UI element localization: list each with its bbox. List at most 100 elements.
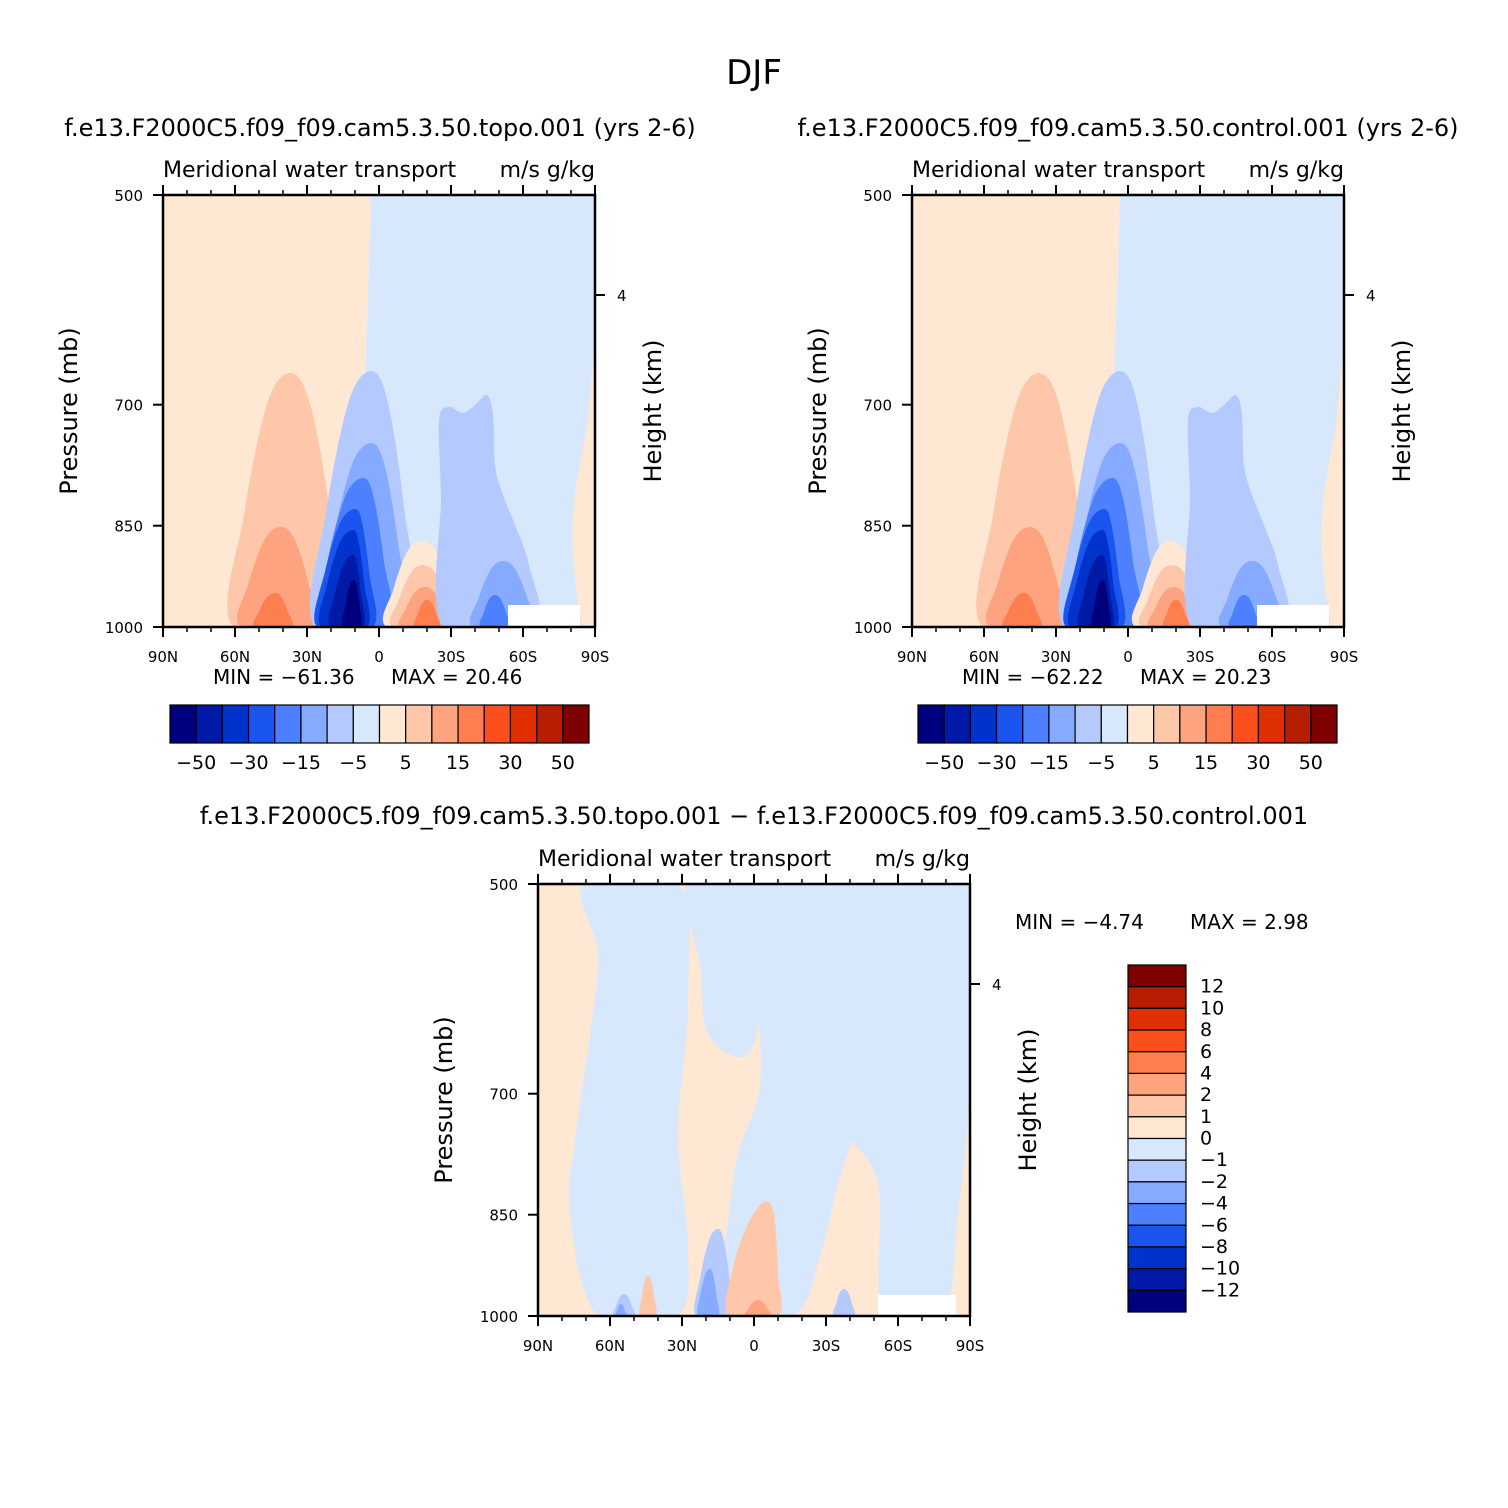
y-axis-label: Pressure (mb) — [804, 327, 832, 494]
x-tick-label: 30N — [667, 1337, 697, 1355]
contour-fill — [1162, 600, 1190, 627]
contour-fill — [237, 527, 320, 627]
colorbar-box — [1127, 1072, 1187, 1096]
contour-fill — [986, 527, 1069, 627]
missing-data-area — [878, 1295, 956, 1316]
contour-fill — [572, 356, 595, 627]
max-label: MAX = 20.23 — [1140, 665, 1271, 689]
colorbar-label: 10 — [1200, 997, 1224, 1019]
colorbar-box — [1127, 1007, 1187, 1031]
right-tick-label: 4 — [617, 287, 627, 305]
y-tick-label: 1000 — [105, 619, 143, 637]
units-label: m/s g/kg — [500, 158, 595, 183]
colorbar-label: −30 — [229, 752, 269, 774]
contour-fill — [1002, 593, 1043, 627]
x-tick-label: 90N — [897, 648, 927, 666]
variable-title: Meridional water transport — [163, 158, 456, 183]
x-tick-label: 90S — [1330, 648, 1359, 666]
colorbar-box — [1205, 704, 1233, 744]
colorbar-label: −10 — [1200, 1258, 1240, 1280]
colorbar-box — [352, 704, 381, 744]
y-axis-label-right: Height (km) — [639, 340, 667, 483]
colorbar-box — [1074, 704, 1102, 744]
y-tick-label: 700 — [863, 397, 892, 415]
colorbar-box — [1127, 1246, 1187, 1270]
colorbar-box — [1127, 1268, 1187, 1291]
units-label: m/s g/kg — [1249, 158, 1344, 183]
max-label: MAX = 2.98 — [1190, 910, 1309, 934]
x-tick-label: 0 — [374, 648, 384, 666]
min-label: MIN = −61.36 — [213, 665, 355, 689]
contour-fill — [413, 600, 441, 627]
colorbar-label: 4 — [1200, 1062, 1212, 1084]
colorbar-label: −6 — [1200, 1214, 1228, 1236]
colorbar-box — [1127, 1202, 1187, 1226]
min-label: MIN = −62.22 — [962, 665, 1104, 689]
variable-title: Meridional water transport — [538, 847, 831, 872]
colorbar-box — [1310, 704, 1338, 744]
colorbar-box — [917, 704, 945, 744]
colorbar-box — [536, 704, 564, 744]
colorbar-box — [326, 704, 354, 744]
x-tick-label: 60N — [595, 1337, 625, 1355]
plot-area: 90N 60N 30N 0 30S 60S 90S 500 700 850 1000 4 Pressur… — [430, 847, 1042, 1355]
colorbar-label: −30 — [977, 752, 1017, 774]
missing-data-area — [1257, 605, 1329, 627]
colorbar-box — [943, 704, 971, 744]
y-tick-label: 500 — [114, 187, 143, 205]
colorbar-box — [1100, 704, 1129, 744]
colorbar-box — [378, 704, 407, 744]
colorbar-box — [1127, 1224, 1187, 1248]
y-tick-label: 1000 — [480, 1308, 518, 1326]
colorbar-box — [1022, 704, 1050, 744]
panel-title: f.e13.F2000C5.f09_f09.cam5.3.50.topo.001… — [64, 114, 695, 142]
colorbar-box — [405, 704, 433, 744]
colorbar-box — [562, 704, 590, 744]
plot-area: 90N 60N 30N 0 30S 60S 90S 500 700 850 1000 4 Pressur… — [804, 158, 1416, 666]
colorbar-label: −8 — [1200, 1236, 1228, 1258]
panel-title: f.e13.F2000C5.f09_f09.cam5.3.50.control.… — [797, 114, 1458, 142]
colorbar-label: 50 — [1299, 752, 1323, 774]
x-tick-label: 30S — [1186, 648, 1215, 666]
colorbar-label: −12 — [1200, 1279, 1240, 1301]
x-tick-label: 0 — [749, 1337, 759, 1355]
contour-fill — [832, 1289, 856, 1316]
x-tick-label: 90N — [148, 648, 178, 666]
colorbar-label: 6 — [1200, 1041, 1212, 1063]
colorbar-box — [1127, 1051, 1187, 1075]
colorbar-box — [1127, 986, 1187, 1009]
colorbar-box — [995, 704, 1024, 744]
x-tick-label: 0 — [1123, 648, 1133, 666]
y-tick-label: 500 — [863, 187, 892, 205]
colorbar-box — [169, 704, 197, 744]
panel-title: f.e13.F2000C5.f09_f09.cam5.3.50.topo.001… — [200, 802, 1308, 830]
contour-fill — [615, 1304, 627, 1316]
colorbar-label: −50 — [924, 752, 964, 774]
colorbar-label: 2 — [1200, 1084, 1212, 1106]
y-axis-label: Pressure (mb) — [430, 1016, 458, 1183]
colorbar-box — [1127, 1159, 1187, 1183]
contour-fill — [479, 595, 511, 627]
colorbar-box — [1179, 704, 1207, 744]
colorbar-label: 12 — [1200, 976, 1224, 998]
units-label: m/s g/kg — [875, 847, 970, 872]
x-tick-label: 60N — [220, 648, 250, 666]
colorbar-label: 30 — [498, 752, 522, 774]
plot-area: 90N 60N 30N 0 30S 60S 90S 500 700 850 1000 4 Pressur… — [55, 158, 667, 666]
y-axis-label: Pressure (mb) — [55, 327, 83, 494]
colorbar-label: 30 — [1246, 752, 1270, 774]
right-tick-label: 4 — [992, 976, 1002, 994]
colorbar-box — [300, 704, 328, 744]
colorbar-label: 15 — [1194, 752, 1218, 774]
contour-fill — [725, 1201, 782, 1316]
missing-data-area — [508, 605, 580, 627]
colorbar-label: −50 — [176, 752, 216, 774]
contour-fill — [1091, 580, 1112, 627]
contour-fill — [1228, 595, 1260, 627]
colorbar-label: 0 — [1200, 1128, 1212, 1150]
y-axis-label-right: Height (km) — [1388, 340, 1416, 483]
y-tick-label: 850 — [114, 518, 143, 536]
